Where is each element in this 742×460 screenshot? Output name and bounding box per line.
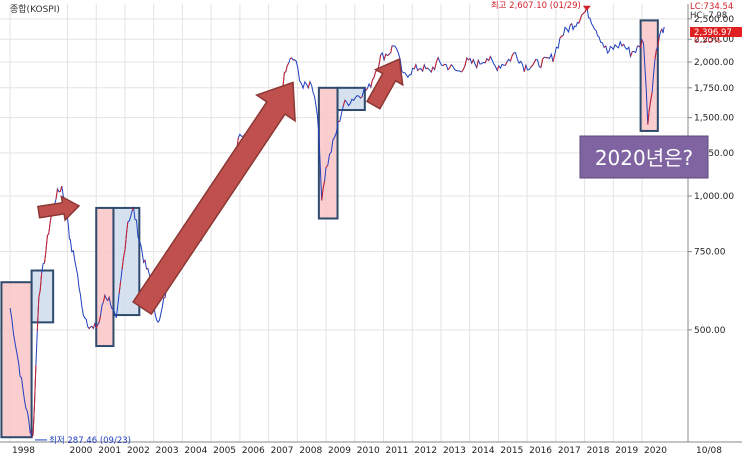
callout-text: 2020년은? (595, 146, 693, 170)
x-tick-label: 2006 (242, 446, 265, 456)
x-tick-label: 2000 (70, 446, 93, 456)
hc-label: HC:-7.98 (690, 11, 727, 21)
rise-box (96, 208, 113, 346)
x-tick-label: 2009 (328, 446, 351, 456)
x-tick-label: 2010 (357, 446, 380, 456)
up-segment (426, 68, 428, 69)
y-tick-label: 500.00 (694, 326, 726, 336)
rise-box (1, 282, 31, 437)
x-tick-label: 2014 (472, 446, 495, 456)
y-tick-label: 750.00 (694, 248, 726, 258)
high-annotation: 최고 2,607.10 (01/29) (491, 0, 581, 11)
flat-box (338, 88, 365, 110)
y-tick-label: 1,000.00 (694, 192, 734, 202)
y-tick-label: 1,750.00 (694, 84, 734, 94)
x-tick-label: 2017 (558, 446, 581, 456)
y-tick-label: 1,500.00 (694, 114, 734, 124)
x-tick-label: 2020 (644, 446, 667, 456)
up-segment (164, 297, 165, 298)
flat-box (32, 271, 54, 323)
x-tick-label: 2002 (127, 446, 150, 456)
chart-title: 종합(KOSPI) (10, 4, 60, 15)
y-tick-label: 2,000.00 (694, 58, 734, 68)
x-tick-label: 2007 (271, 446, 294, 456)
x-tick-label: 2013 (443, 446, 466, 456)
x-tick-label: 2012 (414, 446, 437, 456)
x-tick-label: 1998 (12, 446, 35, 456)
x-tick-label: 2004 (184, 446, 207, 456)
x-tick-label: 2015 (500, 446, 523, 456)
x-tick-label: 2001 (98, 446, 121, 456)
low-annotation: 최저 287.46 (09/23) (49, 435, 131, 446)
x-tick-label: 2011 (385, 446, 408, 456)
x-tick-label: 2016 (529, 446, 552, 456)
change-label: 0.50% (694, 36, 721, 46)
x-tick-label: 2018 (587, 446, 610, 456)
x-tick-label: 2005 (213, 446, 236, 456)
x-tick-label: 2019 (615, 446, 638, 456)
x-tick-label: 2008 (299, 446, 322, 456)
callout: 2020년은? (580, 136, 708, 178)
end-date-label: 10/08 (696, 446, 722, 456)
x-tick-label: 2003 (156, 446, 179, 456)
